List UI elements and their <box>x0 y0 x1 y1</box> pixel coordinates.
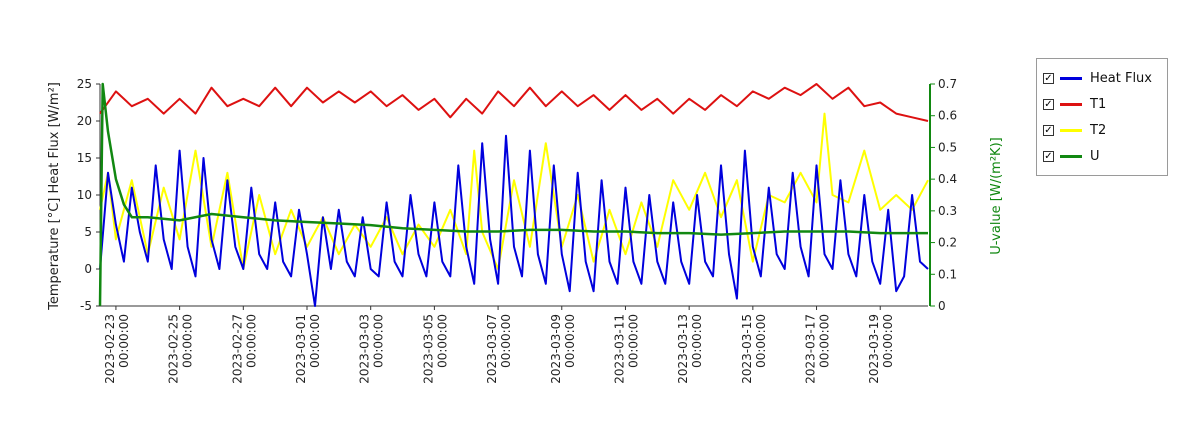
x-tick-label-time: 00:00:00 <box>690 314 704 368</box>
right-tick-label: 0.7 <box>938 77 957 91</box>
left-tick-label: 5 <box>84 225 92 239</box>
legend-swatch-u <box>1060 154 1082 158</box>
x-tick-label-time: 00:00:00 <box>308 314 322 368</box>
x-tick-label-date: 2023-02-25 <box>167 314 181 384</box>
x-tick-label-time: 00:00:00 <box>244 314 258 368</box>
left-tick-label: 20 <box>77 114 92 128</box>
right-tick-label: 0.6 <box>938 109 957 123</box>
x-tick-label-time: 00:00:00 <box>626 314 640 368</box>
legend-label-u: U <box>1090 148 1100 164</box>
checkbox-heat-flux[interactable]: ✓ <box>1043 72 1054 84</box>
legend: ✓ Heat Flux ✓ T1 ✓ T2 ✓ U <box>1036 58 1168 176</box>
checkbox-t1[interactable]: ✓ <box>1043 98 1054 110</box>
right-tick-label: 0.3 <box>938 204 957 218</box>
x-tick-label-time: 00:00:00 <box>754 314 768 368</box>
right-tick-label: 0.4 <box>938 172 957 186</box>
checkbox-u[interactable]: ✓ <box>1043 150 1054 162</box>
left-tick-label: 0 <box>84 262 92 276</box>
legend-label-t2: T2 <box>1090 122 1107 138</box>
x-tick-label-time: 00:00:00 <box>499 314 513 368</box>
series-line-heat-flux <box>99 134 929 307</box>
x-tick-label-date: 2023-03-17 <box>804 314 818 384</box>
x-tick-label-time: 00:00:00 <box>181 314 195 368</box>
left-tick-label: 10 <box>77 188 92 202</box>
series-line-t2 <box>99 112 929 270</box>
legend-label-heat-flux: Heat Flux <box>1090 70 1152 86</box>
x-tick-label-time: 00:00:00 <box>563 314 577 368</box>
x-tick-label-date: 2023-02-23 <box>103 314 117 384</box>
x-tick-label-date: 2023-03-11 <box>612 314 626 384</box>
series-line-u <box>98 82 928 307</box>
series-line-t1 <box>99 83 929 122</box>
legend-item-t2[interactable]: ✓ T2 <box>1043 117 1161 143</box>
x-tick-label-date: 2023-02-27 <box>230 314 244 384</box>
legend-item-heat-flux[interactable]: ✓ Heat Flux <box>1043 65 1161 91</box>
x-tick-label-time: 00:00:00 <box>881 314 895 368</box>
x-tick-label-date: 2023-03-07 <box>485 314 499 384</box>
right-tick-label: 0.2 <box>938 236 957 250</box>
series-layer <box>98 82 929 307</box>
legend-item-t1[interactable]: ✓ T1 <box>1043 91 1161 117</box>
plot-frame <box>99 84 931 307</box>
right-tick-label: 0 <box>938 299 946 313</box>
right-tick-label: 0.5 <box>938 140 957 154</box>
x-tick-label-date: 2023-03-01 <box>294 314 308 384</box>
right-tick-label: 0.1 <box>938 267 957 281</box>
x-tick-label-time: 00:00:00 <box>372 314 386 368</box>
x-tick-label-date: 2023-03-09 <box>549 314 563 384</box>
x-tick-label-date: 2023-03-03 <box>358 314 372 384</box>
legend-swatch-t2 <box>1060 128 1082 132</box>
x-tick-label-time: 00:00:00 <box>818 314 832 368</box>
left-axis-title: Temperature [°C] Heat Flux [W/m²] <box>47 82 62 311</box>
axes-layer: 25 20 15 10 5 0 -5 0.7 0.6 0.5 0.4 0.3 0.2 0.1 0 2023-0… <box>77 77 957 384</box>
left-tick-label: 15 <box>77 151 92 165</box>
x-tick-label-time: 00:00:00 <box>435 314 449 368</box>
legend-label-t1: T1 <box>1090 96 1107 112</box>
x-tick-label-date: 2023-03-19 <box>867 314 881 384</box>
left-tick-label: -5 <box>80 299 92 313</box>
checkbox-t2[interactable]: ✓ <box>1043 124 1054 136</box>
x-tick-label-date: 2023-03-05 <box>421 314 435 384</box>
legend-item-u[interactable]: ✓ U <box>1043 143 1161 169</box>
x-tick-label-time: 00:00:00 <box>117 314 131 368</box>
left-tick-label: 25 <box>77 77 92 91</box>
legend-swatch-heat-flux <box>1060 76 1082 80</box>
x-tick-label-date: 2023-03-15 <box>740 314 754 384</box>
x-tick-label-date: 2023-03-13 <box>676 314 690 384</box>
right-axis-title: U-value [W/(m²K)] <box>989 137 1004 254</box>
legend-swatch-t1 <box>1060 102 1082 106</box>
